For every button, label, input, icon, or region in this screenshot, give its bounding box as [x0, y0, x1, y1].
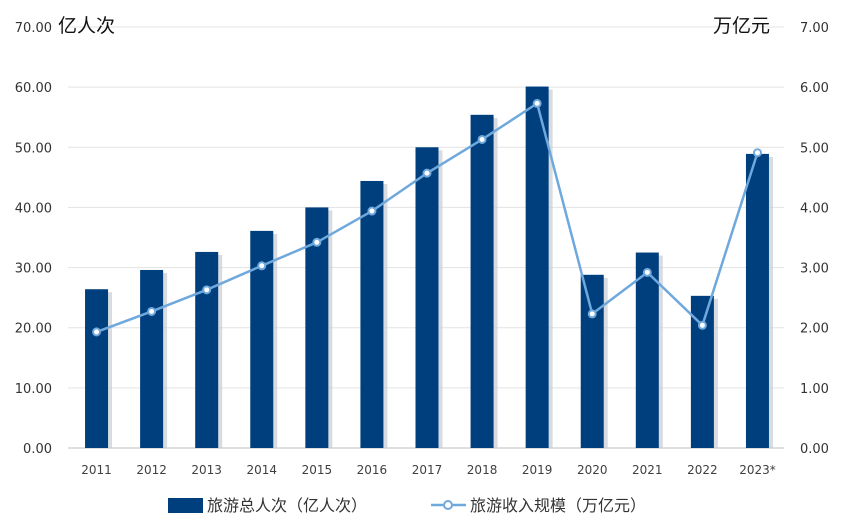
- line-point-2020: [587, 309, 597, 319]
- right-tick-label: 4.00: [800, 201, 829, 216]
- bar-2023*: [745, 153, 769, 448]
- legend-swatch-bar: [168, 498, 203, 513]
- bar-2013: [195, 251, 219, 448]
- x-tick-label: 2013: [191, 463, 222, 477]
- x-tick-label: 2020: [577, 463, 608, 477]
- bar-series: [85, 86, 773, 449]
- left-tick-label: 40.00: [15, 201, 52, 216]
- bar-2014: [250, 230, 274, 448]
- right-axis-unit-label: 万亿元: [713, 15, 770, 37]
- line-point-2011: [92, 327, 102, 337]
- left-tick-label: 50.00: [15, 141, 52, 156]
- line-point-2019: [532, 98, 542, 108]
- bar-2018: [470, 114, 494, 449]
- bar-2017: [415, 147, 439, 449]
- line-point-2016: [367, 206, 377, 216]
- bar-2022: [690, 295, 714, 448]
- x-tick-label: 2021: [632, 463, 663, 477]
- left-tick-label: 10.00: [15, 382, 52, 397]
- bar-2019: [525, 86, 549, 448]
- line-point-2017: [422, 168, 432, 178]
- right-tick-label: 0.00: [800, 442, 829, 457]
- left-tick-label: 30.00: [15, 262, 52, 277]
- bar-2015: [305, 207, 329, 448]
- line-point-2012: [147, 306, 157, 316]
- right-tick-label: 7.00: [800, 21, 829, 36]
- line-point-2021: [642, 267, 652, 277]
- left-tick-label: 60.00: [15, 81, 52, 96]
- right-tick-label: 6.00: [800, 81, 829, 96]
- line-point-2013: [202, 285, 212, 295]
- x-tick-label: 2014: [246, 463, 277, 477]
- x-axis-ticks: 2011 2012 2013 2014 2015 2016 2017 2018 2019 2020…: [81, 463, 775, 477]
- bar-2021: [635, 252, 659, 448]
- x-tick-label: 2017: [412, 463, 443, 477]
- x-tick-label: 2023*: [739, 463, 776, 477]
- line-point-2014: [257, 261, 267, 271]
- legend-label-bar: 旅游总人次（亿人次）: [207, 496, 367, 515]
- line-point-2015: [312, 237, 322, 247]
- bar-2011: [85, 289, 109, 448]
- x-tick-label: 2015: [302, 463, 333, 477]
- x-tick-label: 2011: [81, 463, 112, 477]
- x-tick-label: 2016: [357, 463, 388, 477]
- left-tick-label: 70.00: [15, 21, 52, 36]
- right-tick-label: 3.00: [800, 262, 829, 277]
- legend-label-line: 旅游收入规模（万亿元）: [470, 496, 646, 515]
- left-tick-label: 20.00: [15, 322, 52, 337]
- line-point-2018: [477, 134, 487, 144]
- line-series: [92, 98, 762, 337]
- left-tick-label: 0.00: [23, 442, 52, 457]
- x-tick-label: 2019: [522, 463, 553, 477]
- legend: 旅游总人次（亿人次） 旅游收入规模（万亿元）: [168, 496, 646, 515]
- left-axis-ticks: 0.00 10.00 20.00 30.00 40.00 50.00 60.00 70.00: [15, 21, 52, 457]
- legend-swatch-marker: [443, 500, 453, 510]
- bar-2012: [140, 269, 164, 448]
- line-point-2022: [697, 320, 707, 330]
- x-tick-label: 2012: [136, 463, 167, 477]
- line-point-2023*: [752, 148, 762, 158]
- right-tick-label: 1.00: [800, 382, 829, 397]
- left-axis-unit-label: 亿人次: [58, 15, 115, 37]
- bar-2020: [580, 274, 604, 448]
- right-axis-ticks: 0.00 1.00 2.00 3.00 4.00 5.00 6.00 7.00: [800, 21, 829, 457]
- bar-2016: [360, 180, 384, 449]
- x-tick-label: 2018: [467, 463, 498, 477]
- right-tick-label: 2.00: [800, 322, 829, 337]
- x-tick-label: 2022: [687, 463, 718, 477]
- right-tick-label: 5.00: [800, 141, 829, 156]
